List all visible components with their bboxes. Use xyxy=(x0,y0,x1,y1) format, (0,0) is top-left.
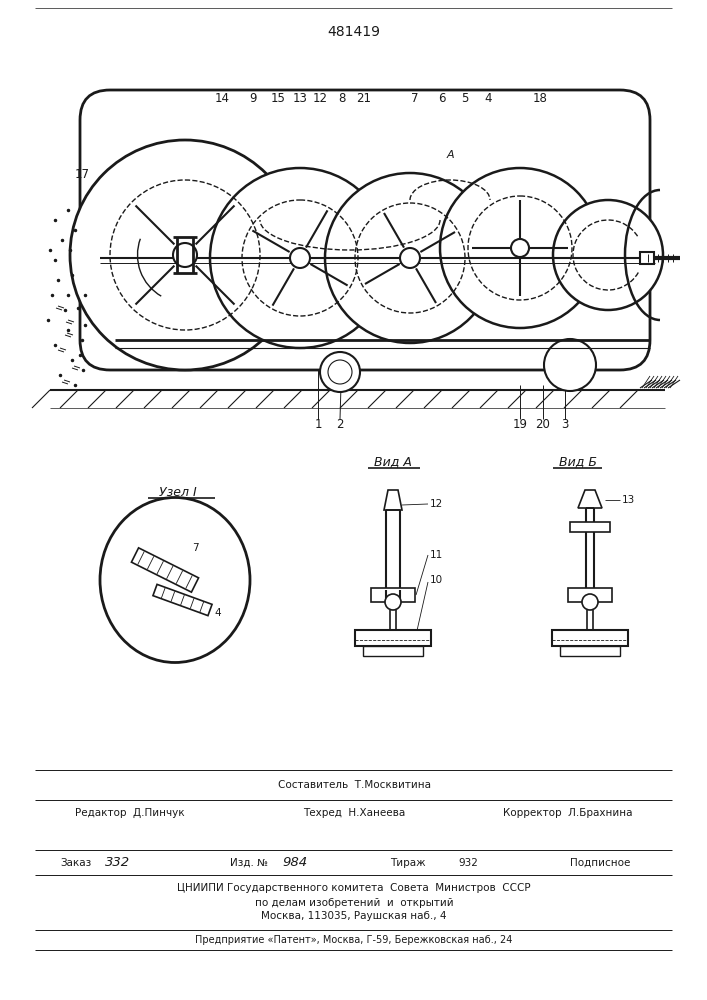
Text: Изд. №: Изд. № xyxy=(230,858,268,868)
Circle shape xyxy=(210,168,390,348)
Text: →: → xyxy=(134,275,141,284)
Text: ←: ← xyxy=(255,215,264,225)
Text: Москва, 113035, Раушская наб., 4: Москва, 113035, Раушская наб., 4 xyxy=(262,911,447,921)
Text: 7: 7 xyxy=(411,92,419,104)
Bar xyxy=(568,588,612,602)
Text: Составитель  Т.Москвитина: Составитель Т.Москвитина xyxy=(278,780,431,790)
Text: Тираж: Тираж xyxy=(390,858,426,868)
Text: 13: 13 xyxy=(293,92,308,104)
Circle shape xyxy=(440,168,600,328)
Text: по делам изобретений  и  открытий: по делам изобретений и открытий xyxy=(255,898,453,908)
Circle shape xyxy=(553,200,663,310)
Polygon shape xyxy=(132,548,199,592)
Text: Вид Б: Вид Б xyxy=(559,456,597,468)
Text: 332: 332 xyxy=(105,856,131,869)
Text: А: А xyxy=(446,150,454,160)
Bar xyxy=(355,630,431,646)
Text: 2: 2 xyxy=(337,418,344,432)
Text: Корректор  Л.Брахнина: Корректор Л.Брахнина xyxy=(503,808,633,818)
Circle shape xyxy=(400,248,420,268)
Text: 10: 10 xyxy=(430,575,443,585)
Circle shape xyxy=(328,360,352,384)
Text: 1: 1 xyxy=(314,418,322,432)
Text: 15: 15 xyxy=(271,92,286,104)
Text: б: б xyxy=(298,185,305,195)
Text: 18: 18 xyxy=(532,92,547,104)
Text: 16: 16 xyxy=(74,261,90,274)
Text: Узел I: Узел I xyxy=(159,486,197,498)
Circle shape xyxy=(320,352,360,392)
Circle shape xyxy=(544,339,596,391)
Text: 21: 21 xyxy=(356,92,371,104)
Text: 12: 12 xyxy=(312,92,327,104)
Circle shape xyxy=(511,239,529,257)
Text: 14: 14 xyxy=(214,92,230,104)
Text: Вид А: Вид А xyxy=(374,456,412,468)
Polygon shape xyxy=(384,490,402,510)
Text: 932: 932 xyxy=(458,858,478,868)
Text: Редактор  Д.Пинчук: Редактор Д.Пинчук xyxy=(75,808,185,818)
Text: 4: 4 xyxy=(215,608,221,618)
Text: 481419: 481419 xyxy=(327,25,380,39)
Text: Предприятие «Патент», Москва, Г-59, Бережковская наб., 24: Предприятие «Патент», Москва, Г-59, Бере… xyxy=(195,935,513,945)
Text: 984: 984 xyxy=(282,856,308,869)
FancyBboxPatch shape xyxy=(80,90,650,370)
Text: Подписное: Подписное xyxy=(570,858,630,868)
Text: 19: 19 xyxy=(513,418,527,432)
Bar xyxy=(371,588,415,602)
Text: 3: 3 xyxy=(561,418,568,432)
Bar xyxy=(363,646,423,656)
Text: Техред  Н.Ханеева: Техред Н.Ханеева xyxy=(303,808,405,818)
Text: 4: 4 xyxy=(484,92,492,104)
Circle shape xyxy=(385,594,401,610)
Text: 7: 7 xyxy=(192,543,198,553)
Circle shape xyxy=(325,173,495,343)
Text: 11: 11 xyxy=(430,550,443,560)
Text: 5: 5 xyxy=(461,92,469,104)
Text: 12: 12 xyxy=(430,499,443,509)
Bar xyxy=(560,646,620,656)
Bar xyxy=(640,252,654,264)
Text: 13: 13 xyxy=(622,495,636,505)
Text: 9: 9 xyxy=(250,92,257,104)
Text: 20: 20 xyxy=(536,418,551,432)
Circle shape xyxy=(70,140,300,370)
Text: Заказ: Заказ xyxy=(60,858,91,868)
Polygon shape xyxy=(578,490,602,508)
Text: 8: 8 xyxy=(339,92,346,104)
Text: 6: 6 xyxy=(438,92,445,104)
Text: ЦНИИПИ Государственного комитета  Совета  Министров  СССР: ЦНИИПИ Государственного комитета Совета … xyxy=(177,883,531,893)
Ellipse shape xyxy=(100,497,250,662)
Bar xyxy=(552,630,628,646)
Text: 17: 17 xyxy=(74,168,90,182)
Bar xyxy=(570,522,610,532)
Polygon shape xyxy=(153,584,212,616)
Circle shape xyxy=(173,243,197,267)
Circle shape xyxy=(582,594,598,610)
Circle shape xyxy=(290,248,310,268)
